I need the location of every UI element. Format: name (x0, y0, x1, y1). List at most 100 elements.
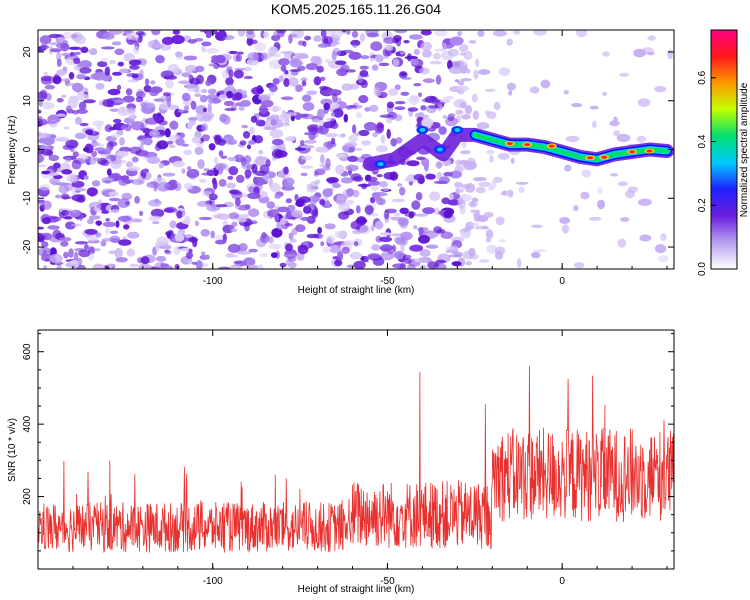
noise-blob (218, 266, 231, 269)
noise-blob (59, 237, 66, 242)
noise-blob (188, 236, 198, 243)
noise-blob (71, 159, 82, 170)
noise-blob (418, 227, 424, 236)
noise-blob (38, 190, 50, 194)
noise-blob (277, 206, 290, 213)
noise-blob (376, 121, 384, 132)
noise-blob (463, 64, 469, 74)
noise-blob (619, 72, 630, 77)
noise-blob (372, 64, 379, 71)
noise-blob (246, 36, 254, 46)
noise-blob (406, 263, 416, 269)
spectrogram-ylabel: Frequency (Hz) (7, 116, 18, 185)
noise-blob (90, 150, 98, 158)
noise-blob (163, 244, 172, 250)
noise-blob (513, 30, 521, 35)
noise-blob (314, 168, 326, 176)
noise-blob (150, 86, 163, 94)
noise-blob (183, 149, 192, 155)
noise-blob (290, 209, 303, 218)
noise-blob (63, 126, 70, 130)
noise-blob (100, 240, 107, 247)
noise-blob (492, 30, 507, 37)
noise-blob (169, 220, 177, 229)
noise-blob (399, 51, 405, 55)
colorbar-tick-label: 0.0 (697, 262, 708, 276)
noise-blob (620, 217, 630, 222)
noise-blob (506, 82, 516, 91)
noise-blob (478, 181, 492, 187)
noise-blob (617, 238, 627, 248)
noise-blob (420, 105, 427, 111)
noise-blob (379, 181, 388, 188)
snr-xlabel: Height of straight line (km) (298, 584, 415, 595)
noise-blob (332, 47, 341, 57)
noise-blob (368, 180, 381, 186)
noise-blob (279, 262, 287, 268)
noise-blob (320, 241, 325, 247)
noise-blob (457, 30, 462, 37)
noise-blob (329, 244, 340, 249)
noise-blob (295, 224, 306, 233)
noise-blob (216, 213, 230, 220)
noise-blob (258, 149, 264, 155)
noise-blob (581, 169, 591, 178)
noise-blob (114, 48, 125, 56)
noise-blob (172, 160, 186, 168)
noise-blob (95, 82, 105, 90)
noise-blob (355, 147, 363, 152)
noise-blob (140, 58, 147, 67)
noise-blob (343, 113, 348, 123)
snr-line (38, 365, 674, 553)
noise-blob (415, 191, 423, 201)
branch-spot-core (454, 128, 461, 132)
noise-blob (529, 86, 540, 94)
noise-blob (188, 248, 193, 253)
noise-blob (597, 199, 606, 210)
noise-blob (254, 42, 267, 52)
noise-blob (475, 186, 486, 194)
noise-blob (218, 150, 224, 157)
noise-blob (305, 63, 319, 71)
noise-blob (298, 196, 311, 204)
noise-blob (241, 124, 249, 129)
noise-blob (352, 229, 363, 235)
x-tick-label: -100 (203, 276, 223, 287)
noise-blob (186, 172, 197, 178)
noise-blob (83, 99, 96, 104)
noise-blob (40, 118, 48, 126)
noise-blob (295, 84, 304, 92)
noise-blob (69, 174, 79, 184)
noise-blob (341, 30, 347, 33)
noise-blob (406, 160, 420, 167)
noise-blob (56, 69, 68, 76)
noise-blob (460, 78, 472, 82)
noise-blob (58, 184, 70, 194)
noise-blob (350, 173, 362, 181)
noise-blob (464, 105, 473, 115)
snr-x-tick-label: 0 (559, 576, 565, 587)
noise-blob (44, 84, 55, 90)
noise-blob (212, 179, 218, 190)
noise-blob (175, 138, 185, 146)
noise-blob (320, 98, 333, 106)
noise-blob (422, 49, 432, 58)
noise-blob (283, 78, 290, 87)
noise-blob (38, 109, 42, 114)
noise-blob (106, 168, 112, 176)
noise-blob (341, 133, 346, 137)
noise-blob (76, 264, 87, 269)
noise-blob (194, 93, 202, 97)
noise-blob (79, 122, 89, 127)
noise-blob (332, 183, 341, 189)
noise-blob (364, 107, 371, 112)
noise-blob (311, 118, 320, 123)
noise-blob (88, 215, 101, 220)
noise-blob (498, 67, 511, 76)
noise-blob (613, 130, 621, 137)
noise-blob (300, 165, 314, 169)
snr-panel: -100 -50 0 200 400 600 Height of straight lin… (7, 329, 675, 595)
noise-blob (233, 92, 243, 101)
noise-blob (139, 210, 144, 216)
noise-blob (495, 216, 505, 226)
